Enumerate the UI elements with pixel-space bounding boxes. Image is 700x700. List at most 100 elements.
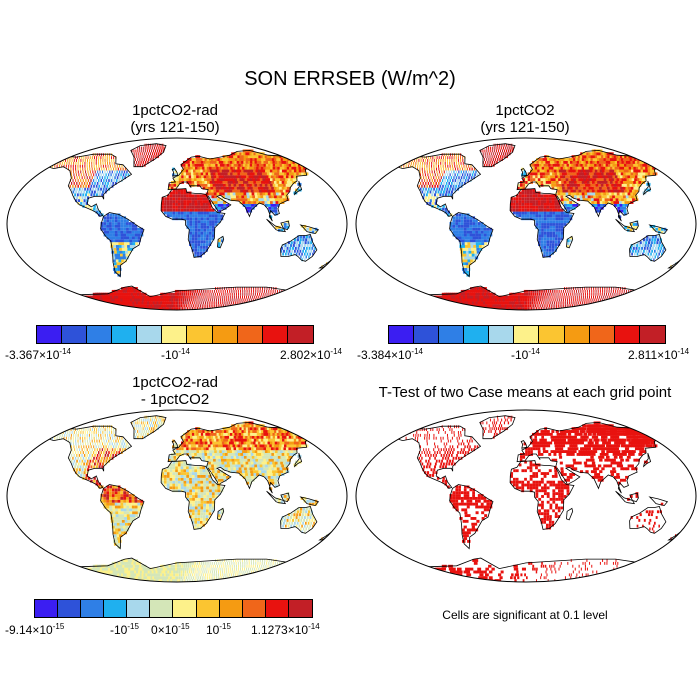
grid-cell <box>456 307 463 310</box>
grid-cell <box>163 298 166 302</box>
grid-cell <box>531 304 533 308</box>
grid-cell <box>123 219 126 223</box>
grid-cell <box>539 169 543 173</box>
grid-cell <box>270 183 274 187</box>
grid-cell <box>132 236 135 240</box>
grid-cell <box>178 298 181 302</box>
grid-cell <box>477 224 481 228</box>
grid-cell <box>618 178 623 181</box>
grid-cell <box>232 287 234 290</box>
grid-cell <box>472 307 478 310</box>
grid-cell <box>261 163 266 167</box>
grid-cell <box>189 237 192 241</box>
grid-cell <box>215 304 217 308</box>
grid-cell <box>86 164 88 168</box>
grid-cell <box>448 176 450 180</box>
grid-cell <box>416 301 424 305</box>
grid-cell <box>602 169 607 173</box>
grid-cell <box>627 201 631 204</box>
grid-cell <box>562 166 567 170</box>
grid-cell <box>166 208 170 212</box>
grid-cell <box>467 242 471 246</box>
grid-cell <box>138 160 140 164</box>
grid-cell <box>593 172 598 176</box>
grid-cell <box>549 223 553 226</box>
grid-cell <box>602 301 604 305</box>
grid-cell <box>507 149 510 153</box>
grid-cell <box>608 301 610 305</box>
grid-cell <box>268 206 272 210</box>
grid-cell <box>612 307 614 310</box>
grid-cell <box>442 159 444 162</box>
grid-cell <box>570 158 575 161</box>
grid-cell <box>551 251 554 255</box>
grid-cell <box>70 161 72 165</box>
grid-cell <box>223 287 225 290</box>
grid-cell <box>240 289 242 293</box>
grid-cell <box>278 175 283 179</box>
grid-cell <box>511 149 514 153</box>
grid-cell <box>609 169 614 173</box>
grid-cell <box>455 222 458 225</box>
grid-cell <box>126 239 130 243</box>
grid-cell <box>237 155 242 159</box>
grid-cell <box>197 228 201 232</box>
grid-cell <box>515 208 519 212</box>
grid-cell <box>530 172 533 176</box>
grid-cell <box>139 292 143 296</box>
grid-cell <box>186 223 190 226</box>
grid-cell <box>641 298 643 302</box>
grid-cell <box>88 173 90 177</box>
grid-cell <box>263 166 268 170</box>
grid-cell <box>62 156 64 160</box>
grid-cell <box>517 183 520 187</box>
grid-cell <box>274 189 279 193</box>
grid-cell <box>445 190 448 194</box>
grid-cell <box>546 197 549 201</box>
grid-cell <box>555 298 557 302</box>
grid-cell <box>473 247 477 251</box>
grid-cell <box>73 173 75 177</box>
grid-cell <box>525 178 528 181</box>
grid-cell <box>68 161 70 165</box>
grid-cell <box>434 307 443 310</box>
grid-cell <box>236 301 238 305</box>
grid-cell <box>180 205 184 209</box>
grid-cell <box>477 307 483 310</box>
grid-cell <box>241 158 246 161</box>
grid-cell <box>186 301 188 305</box>
grid-cell <box>239 158 244 161</box>
grid-cell <box>284 169 289 173</box>
grid-cell <box>244 172 249 176</box>
panel2-title-line1: 1pctCO2 <box>495 102 555 119</box>
grid-cell <box>546 237 550 241</box>
grid-cell <box>577 186 582 190</box>
grid-cell <box>263 186 267 190</box>
grid-cell <box>568 163 573 167</box>
grid-cell <box>167 307 170 310</box>
grid-cell <box>437 304 445 308</box>
grid-cell <box>198 158 201 161</box>
grid-cell <box>540 178 544 181</box>
grid-cell <box>594 206 599 210</box>
grid-cell <box>242 186 246 190</box>
grid-cell <box>257 192 261 196</box>
grid-cell <box>585 160 590 164</box>
grid-cell <box>191 205 195 209</box>
grid-cell <box>646 188 651 192</box>
grid-cell <box>148 146 150 150</box>
grid-cell <box>206 234 209 238</box>
grid-cell <box>273 301 275 305</box>
grid-cell <box>75 173 77 177</box>
grid-cell <box>74 184 77 188</box>
grid-cell <box>635 169 641 173</box>
grid-cell <box>417 161 419 165</box>
grid-cell <box>277 169 282 173</box>
grid-cell <box>612 181 617 184</box>
grid-cell <box>168 295 172 299</box>
grid-cell <box>211 289 213 293</box>
grid-cell <box>529 298 532 302</box>
grid-cell <box>287 186 291 190</box>
grid-cell <box>443 153 445 157</box>
grid-cell <box>100 307 108 310</box>
